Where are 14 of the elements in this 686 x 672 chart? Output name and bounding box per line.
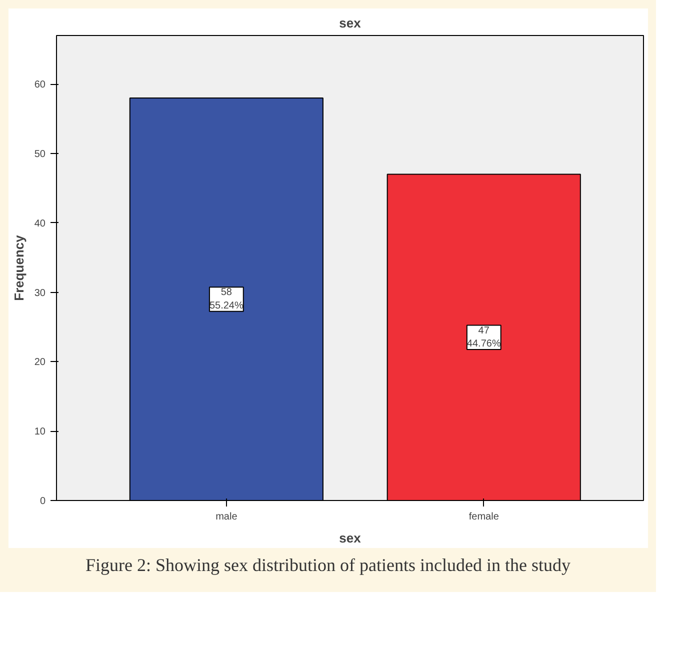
chart-title: sex — [339, 16, 362, 30]
data-label: 58 55.24% — [209, 287, 244, 312]
y-tick-label: 0 — [40, 496, 46, 507]
y-tick-label: 30 — [34, 288, 46, 299]
x-tick-label: female — [468, 512, 500, 522]
y-tick-label: 20 — [34, 357, 46, 368]
y-axis-title: Frequency — [11, 234, 26, 301]
x-tick-label: male — [216, 512, 238, 522]
caption: Figure 2: Showing sex distribution of patients included in the study — [86, 554, 570, 577]
y-tick-label: 50 — [34, 148, 46, 160]
y-tick-label: 10 — [34, 426, 46, 438]
y-tick-label: 60 — [34, 80, 46, 91]
x-axis-title: sex — [339, 530, 362, 546]
y-tick-label: 40 — [34, 218, 46, 230]
